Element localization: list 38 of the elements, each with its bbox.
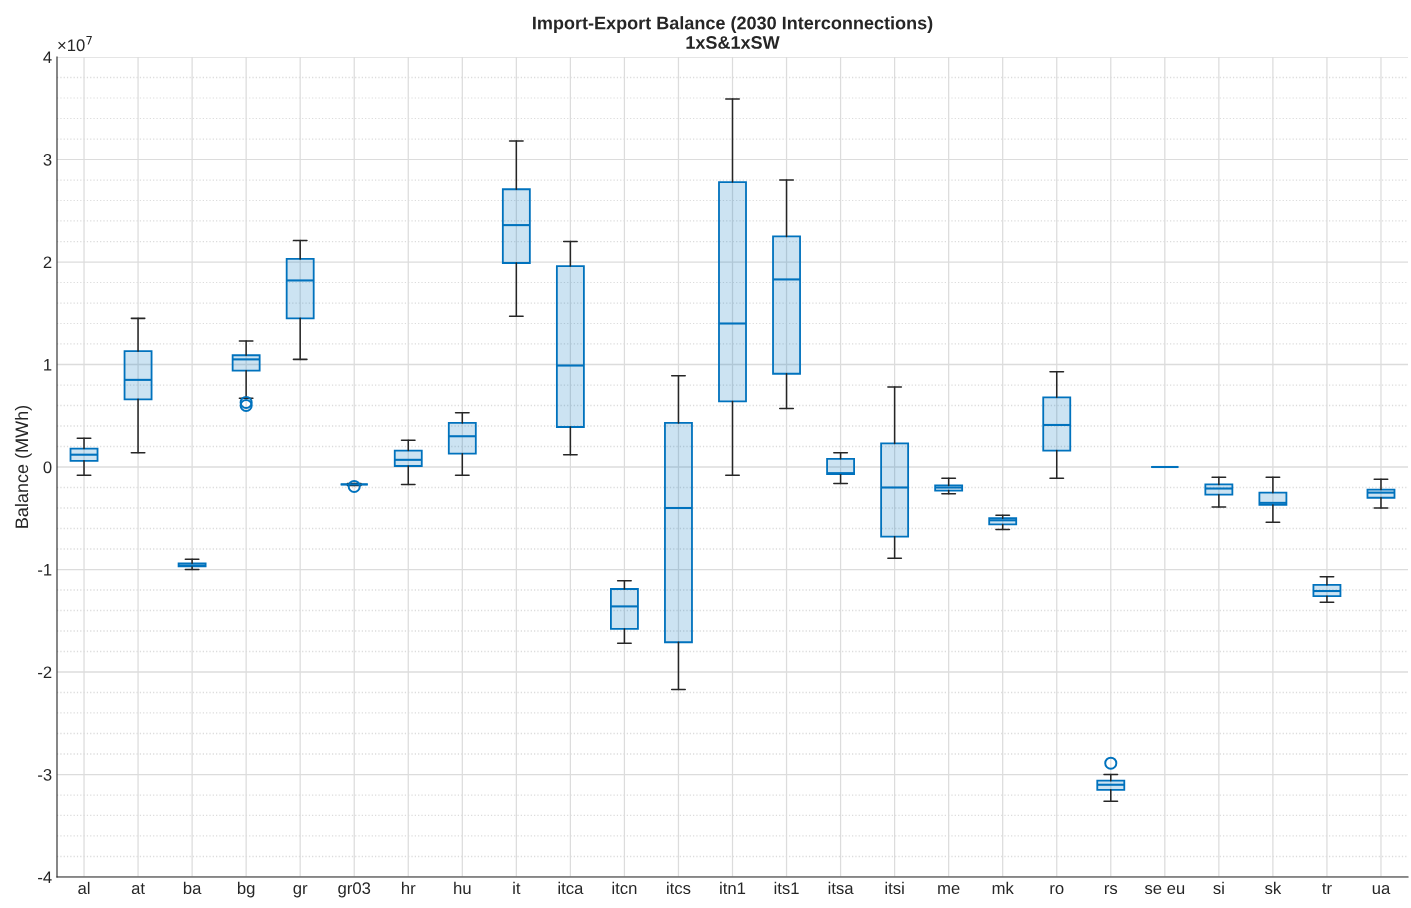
y-axis-title: Balance (MWh) xyxy=(14,405,32,528)
x-tick-label: si xyxy=(1213,881,1224,895)
y-tick-label: 0 xyxy=(43,461,52,474)
x-tick-label: itca xyxy=(558,881,584,895)
x-tick-label: itsi xyxy=(885,881,904,895)
x-tick-label: rs xyxy=(1104,884,1118,895)
y-tick-label: 3 xyxy=(43,153,52,166)
x-tick-label: ua xyxy=(1372,884,1391,895)
x-tick-label: tr xyxy=(1322,883,1332,895)
x-tick-label: se eu xyxy=(1144,884,1185,895)
x-tick-label: ba xyxy=(183,881,202,895)
y-tick-label: -2 xyxy=(38,666,52,679)
chart-title: Import-Export Balance (2030 Interconnections) xyxy=(533,16,933,33)
x-tick-label: me xyxy=(938,884,960,895)
x-tick-label: itsa xyxy=(828,881,854,895)
x-tick-label: hu xyxy=(454,881,471,895)
y-tick-label: 1 xyxy=(44,359,52,371)
text: ×10$^{7}$ xyxy=(58,36,92,52)
x-tick-label: gr xyxy=(293,884,308,898)
x-tick-label: sk xyxy=(1265,881,1282,895)
x-tick-label: it xyxy=(513,881,521,895)
y-tick-label: 2 xyxy=(43,256,52,269)
x-tick-label: itcs xyxy=(667,881,691,895)
x-tick-label: at xyxy=(131,883,145,895)
y-tick-label: -4 xyxy=(38,871,52,884)
x-tick-label: ro xyxy=(1050,884,1064,895)
x-tick-label: gr03 xyxy=(338,882,371,898)
y-tick-label: 4 xyxy=(43,51,52,64)
chart-subtitle: 1xS&1xSW xyxy=(686,36,780,49)
x-tick-label: its1 xyxy=(774,881,799,895)
x-tick-label: hr xyxy=(402,881,416,894)
x-tick-label: itcn xyxy=(612,881,637,895)
x-tick-label: al xyxy=(78,881,90,895)
x-tick-label: mk xyxy=(992,881,1014,894)
y-tick-label: -3 xyxy=(38,768,52,781)
y-tick-label: -1 xyxy=(38,564,52,576)
x-tick-label: itn1 xyxy=(720,881,746,895)
x-tick-label: bg xyxy=(237,881,255,898)
